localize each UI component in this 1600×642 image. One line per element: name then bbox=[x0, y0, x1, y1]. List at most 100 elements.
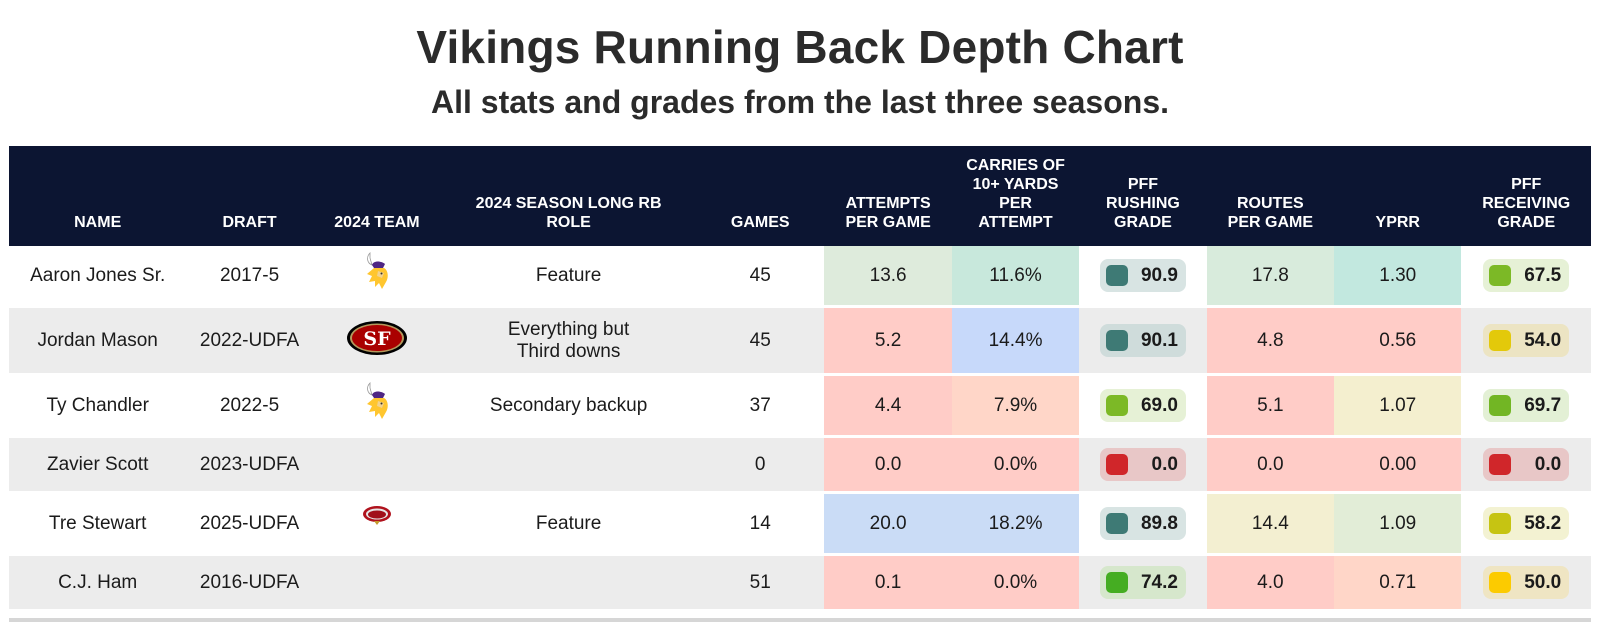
table-row-4[interactable]: Zavier Scott 2023-UDFA 0 0.0 0.0% 0.0 0.… bbox=[9, 438, 1591, 494]
grade-value: 69.0 bbox=[1140, 394, 1178, 416]
recv-grade-badge: 54.0 bbox=[1483, 324, 1570, 357]
college-logo-icon bbox=[362, 504, 392, 532]
grade-swatch-icon bbox=[1105, 395, 1128, 416]
header-row: NAME DRAFT 2024 TEAM 2024 SEASON LONG RB… bbox=[9, 146, 1591, 246]
grade-value: 90.1 bbox=[1140, 329, 1178, 351]
grade-value: 74.2 bbox=[1140, 571, 1178, 593]
attempts-cell: 13.6 bbox=[824, 246, 952, 308]
games-cell: 14 bbox=[696, 494, 825, 556]
col-header-games[interactable]: GAMES bbox=[696, 146, 825, 246]
grade-value: 90.9 bbox=[1140, 264, 1178, 286]
col-header-team[interactable]: 2024 TEAM bbox=[312, 146, 442, 246]
rush-grade-badge: 74.2 bbox=[1099, 566, 1186, 599]
player-name: Tre Stewart bbox=[9, 494, 187, 556]
grade-swatch-icon bbox=[1105, 330, 1128, 351]
role-cell: Everything but Third downs bbox=[441, 308, 696, 376]
recv-grade-cell: 58.2 bbox=[1461, 494, 1591, 556]
col-header-name[interactable]: NAME bbox=[9, 146, 187, 246]
col-header-routes[interactable]: ROUTES PER GAME bbox=[1206, 146, 1335, 246]
routes-cell: 14.4 bbox=[1206, 494, 1335, 556]
grade-swatch-icon bbox=[1105, 572, 1128, 593]
attempts-cell: 0.0 bbox=[824, 438, 952, 494]
grade-value: 89.8 bbox=[1140, 512, 1178, 534]
col-header-yprr[interactable]: YPRR bbox=[1334, 146, 1462, 246]
recv-grade-badge: 0.0 bbox=[1483, 448, 1570, 481]
depth-chart-table-wrapper: NAME DRAFT 2024 TEAM 2024 SEASON LONG RB… bbox=[9, 146, 1591, 612]
draft-cell: 2022-5 bbox=[186, 376, 313, 438]
grade-swatch-icon bbox=[1489, 572, 1512, 593]
grade-swatch-icon bbox=[1489, 395, 1512, 416]
page-subtitle: All stats and grades from the last three… bbox=[430, 84, 1169, 120]
grade-value: 50.0 bbox=[1524, 571, 1562, 593]
games-cell: 37 bbox=[696, 376, 825, 438]
draft-cell: 2016-UDFA bbox=[186, 556, 313, 612]
team-logo-cell bbox=[312, 494, 442, 556]
rush-grade-cell: 69.0 bbox=[1079, 376, 1207, 438]
grade-swatch-icon bbox=[1105, 513, 1128, 534]
svg-text:SF: SF bbox=[363, 328, 391, 350]
attempts-cell: 0.1 bbox=[824, 556, 952, 612]
col-header-draft[interactable]: DRAFT bbox=[186, 146, 313, 246]
player-name: Zavier Scott bbox=[9, 438, 187, 494]
routes-cell: 4.0 bbox=[1206, 556, 1335, 612]
routes-cell: 0.0 bbox=[1206, 438, 1335, 494]
recv-grade-badge: 67.5 bbox=[1483, 259, 1570, 292]
games-cell: 45 bbox=[696, 308, 825, 376]
vikings-logo-icon bbox=[360, 251, 394, 297]
player-name: Jordan Mason bbox=[9, 308, 187, 376]
yprr-cell: 0.71 bbox=[1334, 556, 1462, 612]
routes-cell: 5.1 bbox=[1206, 376, 1335, 438]
carries10-cell: 0.0% bbox=[951, 438, 1080, 494]
draft-cell: 2022-UDFA bbox=[186, 308, 313, 376]
carries10-cell: 18.2% bbox=[951, 494, 1080, 556]
draft-cell: 2025-UDFA bbox=[186, 494, 313, 556]
yprr-cell: 1.09 bbox=[1334, 494, 1462, 556]
grade-value: 67.5 bbox=[1524, 264, 1562, 286]
grade-value: 54.0 bbox=[1524, 329, 1562, 351]
recv-grade-cell: 50.0 bbox=[1461, 556, 1591, 612]
table-row-2[interactable]: Jordan Mason 2022-UDFA SF Everything but… bbox=[9, 308, 1591, 376]
draft-cell: 2023-UDFA bbox=[186, 438, 313, 494]
role-cell bbox=[441, 556, 696, 612]
49ers-logo-icon: SF bbox=[346, 320, 408, 362]
team-logo-cell bbox=[312, 556, 442, 612]
col-header-carries10[interactable]: CARRIES OF 10+ YARDS PER ATTEMPT bbox=[951, 146, 1080, 246]
recv-grade-badge: 69.7 bbox=[1483, 389, 1570, 422]
grade-swatch-icon bbox=[1489, 265, 1512, 286]
carries10-cell: 11.6% bbox=[951, 246, 1080, 308]
carries10-cell: 7.9% bbox=[951, 376, 1080, 438]
player-name: Aaron Jones Sr. bbox=[9, 246, 187, 308]
col-header-rush-grade[interactable]: PFF RUSHING GRADE bbox=[1079, 146, 1207, 246]
grade-value: 69.7 bbox=[1524, 394, 1562, 416]
grade-value: 0.0 bbox=[1151, 453, 1178, 475]
rush-grade-badge: 0.0 bbox=[1099, 448, 1186, 481]
yprr-cell: 0.56 bbox=[1334, 308, 1462, 376]
table-row-1[interactable]: Aaron Jones Sr. 2017-5 Feature 45 13.6 1… bbox=[9, 246, 1591, 308]
player-name: Ty Chandler bbox=[9, 376, 187, 438]
grade-swatch-icon bbox=[1105, 265, 1128, 286]
col-header-recv-grade[interactable]: PFF RECEIVING GRADE bbox=[1461, 146, 1591, 246]
table-row-3[interactable]: Ty Chandler 2022-5 Secondary backup 37 4… bbox=[9, 376, 1591, 438]
rush-grade-badge: 90.1 bbox=[1099, 324, 1186, 357]
table-row-5[interactable]: Tre Stewart 2025-UDFA Feature 14 20.0 18… bbox=[9, 494, 1591, 556]
table-bottom-border bbox=[9, 618, 1591, 622]
draft-cell: 2017-5 bbox=[186, 246, 313, 308]
rush-grade-cell: 90.9 bbox=[1079, 246, 1207, 308]
col-header-role[interactable]: 2024 SEASON LONG RB ROLE bbox=[441, 146, 696, 246]
rush-grade-cell: 90.1 bbox=[1079, 308, 1207, 376]
recv-grade-badge: 50.0 bbox=[1483, 566, 1570, 599]
recv-grade-cell: 54.0 bbox=[1461, 308, 1591, 376]
games-cell: 0 bbox=[696, 438, 825, 494]
grade-swatch-icon bbox=[1105, 454, 1128, 475]
attempts-cell: 5.2 bbox=[824, 308, 952, 376]
grade-value: 58.2 bbox=[1524, 512, 1562, 534]
yprr-cell: 0.00 bbox=[1334, 438, 1462, 494]
carries10-cell: 14.4% bbox=[951, 308, 1080, 376]
table-row-6[interactable]: C.J. Ham 2016-UDFA 51 0.1 0.0% 74.2 4.0 … bbox=[9, 556, 1591, 612]
col-header-attempts[interactable]: ATTEMPTS PER GAME bbox=[824, 146, 952, 246]
games-cell: 45 bbox=[696, 246, 825, 308]
carries10-cell: 0.0% bbox=[951, 556, 1080, 612]
recv-grade-badge: 58.2 bbox=[1483, 507, 1570, 540]
routes-cell: 4.8 bbox=[1206, 308, 1335, 376]
rush-grade-badge: 89.8 bbox=[1099, 507, 1186, 540]
